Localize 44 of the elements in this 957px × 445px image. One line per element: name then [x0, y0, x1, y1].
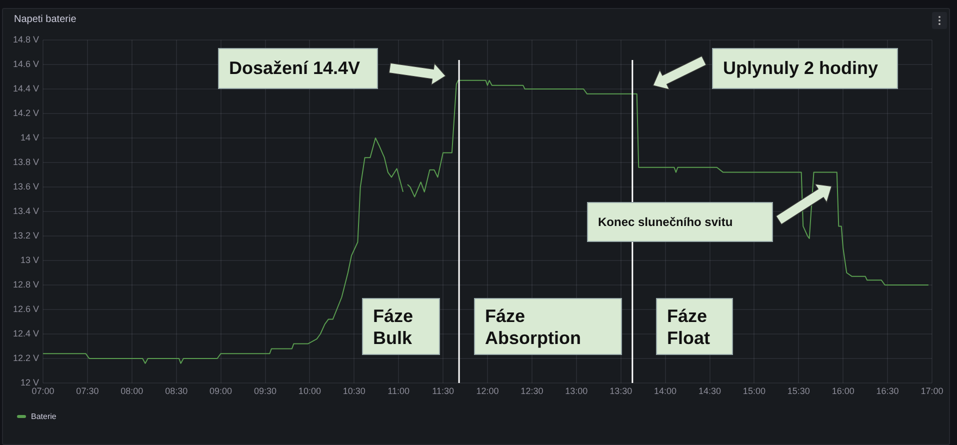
x-tick-label: 16:00 [832, 386, 854, 396]
y-tick-label: 12 V [20, 377, 39, 388]
x-tick-label: 11:30 [432, 386, 454, 396]
y-tick-label: 14.4 V [12, 83, 39, 94]
y-tick-label: 13 V [20, 254, 39, 265]
x-tick-label: 14:30 [698, 386, 722, 396]
callout-box: Konec slunečního svitu [587, 202, 773, 242]
x-tick-label: 13:30 [610, 386, 632, 396]
y-tick-label: 12.6 V [12, 304, 39, 314]
y-tick-label: 14 V [20, 132, 39, 142]
y-tick-label: 14.6 V [12, 58, 39, 69]
x-tick-label: 08:00 [120, 386, 144, 396]
y-tick-label: 12.2 V [12, 352, 39, 363]
callout-box: Dosažení 14.4V [218, 48, 378, 89]
x-tick-label: 12:30 [520, 386, 544, 396]
x-tick-label: 16:30 [876, 386, 899, 396]
x-tick-label: 09:00 [210, 386, 232, 396]
y-tick-label: 12.4 V [12, 328, 39, 338]
x-tick-label: 15:30 [787, 386, 810, 396]
x-tick-label: 08:30 [165, 386, 188, 396]
callout-box: Fáze Bulk [362, 298, 440, 355]
x-tick-label: 07:00 [32, 386, 54, 396]
x-tick-label: 17:00 [920, 386, 944, 396]
callout-box: Fáze Float [656, 298, 733, 355]
callout-box: Uplynuly 2 hodiny [712, 48, 898, 89]
y-tick-label: 14.2 V [12, 108, 39, 118]
legend-label: Baterie [31, 412, 56, 421]
y-tick-label: 13.2 V [12, 230, 39, 240]
y-tick-label: 13.6 V [12, 181, 39, 192]
x-tick-label: 12:00 [476, 386, 499, 396]
x-tick-label: 07:30 [76, 386, 99, 396]
x-tick-label: 10:30 [342, 386, 366, 396]
x-tick-label: 11:00 [388, 386, 410, 396]
x-tick-label: 13:00 [565, 386, 588, 396]
x-tick-label: 14:00 [654, 386, 677, 396]
chart-title: Napeti baterie [14, 14, 76, 25]
x-tick-label: 09:30 [254, 386, 277, 396]
x-tick-label: 10:00 [298, 386, 321, 396]
callout-box: Fáze Absorption [474, 298, 622, 355]
y-tick-label: 13.4 V [12, 206, 39, 216]
y-tick-label: 14.8 V [12, 34, 39, 44]
y-tick-label: 12.8 V [12, 279, 39, 290]
x-tick-label: 15:00 [742, 386, 766, 396]
y-tick-label: 13.8 V [12, 156, 39, 167]
